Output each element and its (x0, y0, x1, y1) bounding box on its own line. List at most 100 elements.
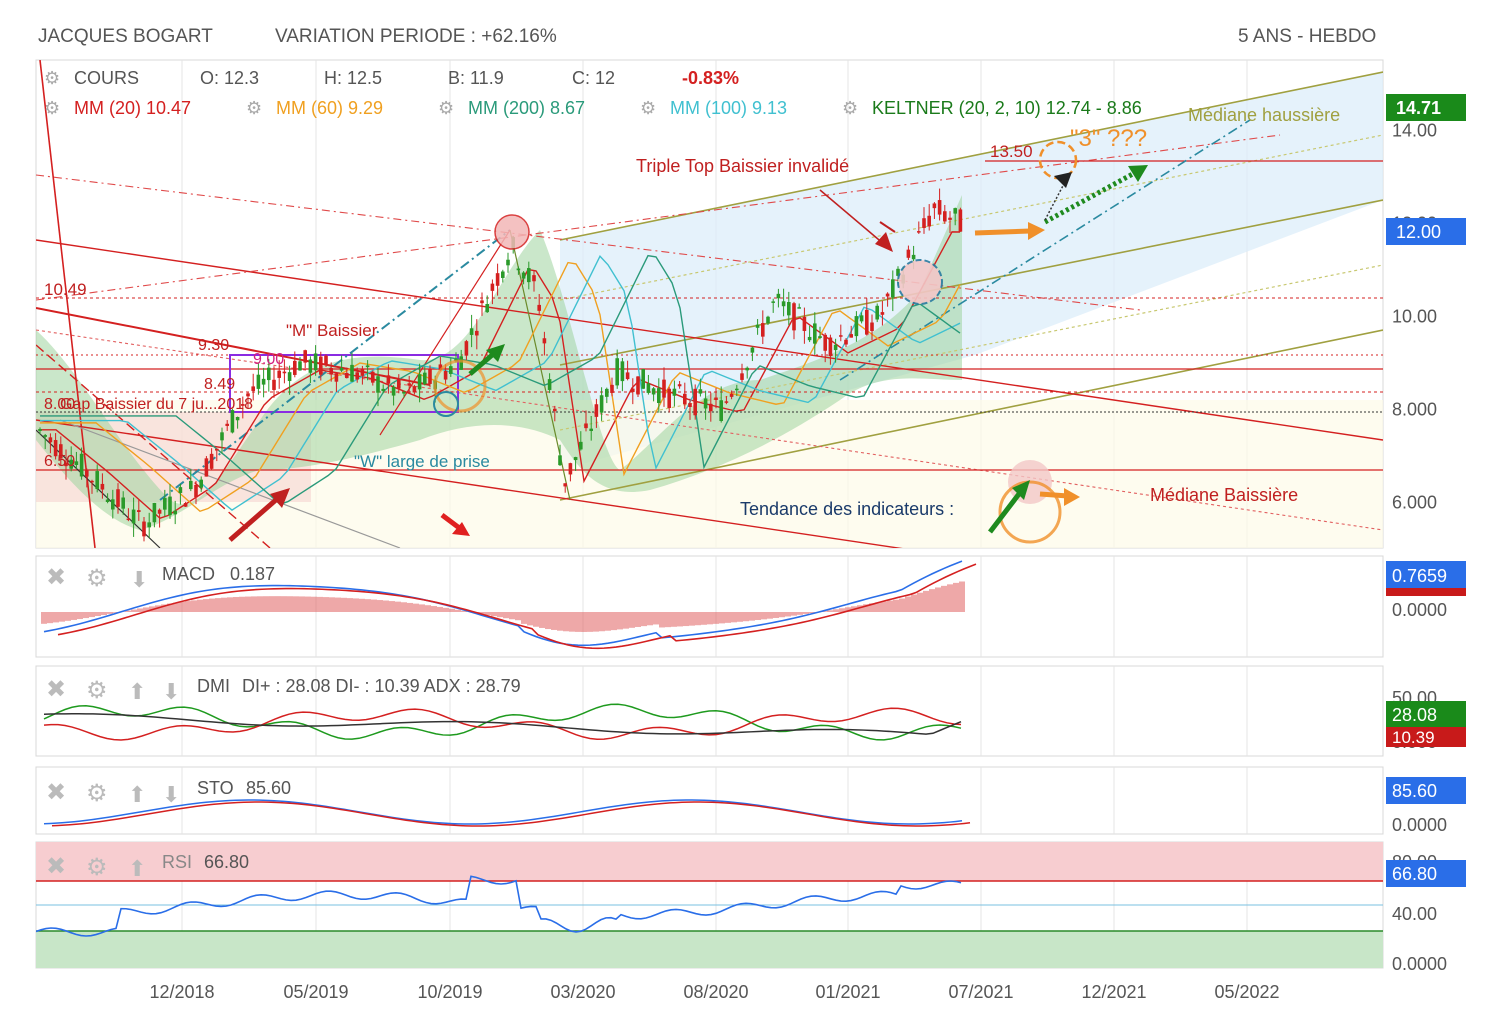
macd-bar (227, 597, 233, 612)
candle-body (709, 403, 713, 412)
candle-body (412, 386, 417, 393)
macd-bar (347, 598, 353, 612)
rsi-overbought-zone (36, 842, 1383, 881)
gear-icon[interactable]: ⚙ (44, 98, 60, 118)
gear-icon[interactable]: ⚙ (86, 677, 108, 704)
move-down-icon[interactable]: ⬇ (162, 782, 180, 807)
macd-bar (197, 599, 203, 612)
x-tick-label: 08/2020 (683, 982, 748, 1002)
rsi-badge-text: 66.80 (1392, 864, 1437, 884)
macd-bar (695, 612, 701, 626)
candle-body (833, 344, 838, 351)
sto-badge-text: 85.60 (1392, 781, 1437, 801)
candle-body (719, 400, 723, 421)
last-price-badge (1386, 94, 1466, 121)
macd-bar (509, 612, 515, 620)
period-setting[interactable]: 5 ANS - HEBDO (1238, 26, 1377, 47)
macd-bar (623, 612, 629, 629)
macd-bar (821, 611, 827, 612)
macd-bar (221, 597, 227, 612)
macd-bar (437, 606, 443, 612)
macd-bar (755, 612, 761, 621)
candle-body (542, 338, 547, 344)
move-up-icon[interactable]: ⬆ (128, 856, 146, 881)
candle-body (683, 393, 687, 405)
macd-bar (647, 612, 653, 626)
move-up-icon[interactable]: ⬆ (128, 782, 146, 807)
macd-bar (869, 603, 875, 612)
macd-bar (371, 599, 377, 612)
macd-bar (725, 612, 731, 623)
move-down-icon[interactable]: ⬇ (130, 567, 148, 592)
candle-body (469, 328, 474, 335)
macd-bar (71, 612, 77, 620)
macd-bar (257, 596, 263, 612)
macd-bar (293, 596, 299, 612)
level-900-label: 9.00 (253, 351, 284, 368)
x-tick-label: 05/2019 (283, 982, 348, 1002)
candle-body (246, 393, 250, 397)
candle-body (605, 388, 609, 397)
candle-body (657, 388, 661, 403)
gear-icon[interactable]: ⚙ (438, 98, 454, 118)
candle-body (844, 339, 848, 345)
price-tick-label: 6.000 (1392, 493, 1437, 513)
tendance-label: Tendance des indicateurs : (740, 499, 954, 519)
macd-bar (587, 612, 593, 632)
gear-icon[interactable]: ⚙ (86, 854, 108, 881)
legend-mm60: MM (60) 9.29 (276, 98, 383, 118)
move-up-icon[interactable]: ⬆ (128, 679, 146, 704)
candle-body (100, 483, 105, 490)
macd-bar (179, 601, 185, 612)
macd-bar (959, 581, 965, 612)
macd-bar (743, 612, 749, 622)
gear-icon[interactable]: ⚙ (44, 68, 60, 88)
gear-icon[interactable]: ⚙ (640, 98, 656, 118)
candle-body (787, 302, 791, 316)
macd-signal-badge (1386, 588, 1466, 596)
sto-label: STO (197, 778, 234, 798)
close-icon[interactable]: ✖ (46, 676, 66, 703)
candle-body (183, 503, 188, 507)
close-icon[interactable]: ✖ (46, 853, 66, 880)
w-circle-teal (433, 391, 459, 417)
candle-body (464, 341, 469, 356)
macd-bar (191, 600, 197, 612)
candle-body (157, 509, 162, 514)
candle-body (235, 416, 240, 421)
macd-bar (557, 612, 563, 631)
channel-lower (559, 329, 1383, 501)
candle-body (490, 283, 495, 291)
gear-icon[interactable]: ⚙ (86, 565, 108, 592)
candle-body (573, 457, 578, 461)
candle-body (168, 496, 172, 516)
candle-body (781, 301, 786, 307)
gear-icon[interactable]: ⚙ (246, 98, 262, 118)
close-icon[interactable]: ✖ (46, 779, 66, 806)
gear-icon[interactable]: ⚙ (86, 780, 108, 807)
macd-bar (389, 601, 395, 612)
move-down-icon[interactable]: ⬇ (162, 679, 180, 704)
close-icon[interactable]: ✖ (46, 564, 66, 591)
candle-body (750, 347, 755, 353)
macd-bar (929, 589, 935, 612)
macd-bar (575, 612, 581, 632)
candle-body (334, 373, 339, 382)
candle-body (324, 355, 328, 365)
candle-body (761, 323, 765, 337)
gear-icon[interactable]: ⚙ (842, 98, 858, 118)
candle-body (896, 268, 900, 276)
macd-bar (947, 584, 953, 612)
macd-bar (503, 612, 509, 619)
macd-bar (47, 612, 53, 624)
macd-signal-line (57, 563, 977, 650)
candle-body (865, 309, 869, 335)
macd-bar (803, 612, 809, 614)
candle-body (953, 208, 957, 214)
legend-mm20: MM (20) 10.47 (74, 98, 191, 118)
candle-body (870, 322, 874, 332)
candle-body (449, 366, 453, 374)
candle-body (735, 388, 739, 391)
macd-bar (497, 612, 503, 618)
x-tick-label: 03/2020 (550, 982, 615, 1002)
